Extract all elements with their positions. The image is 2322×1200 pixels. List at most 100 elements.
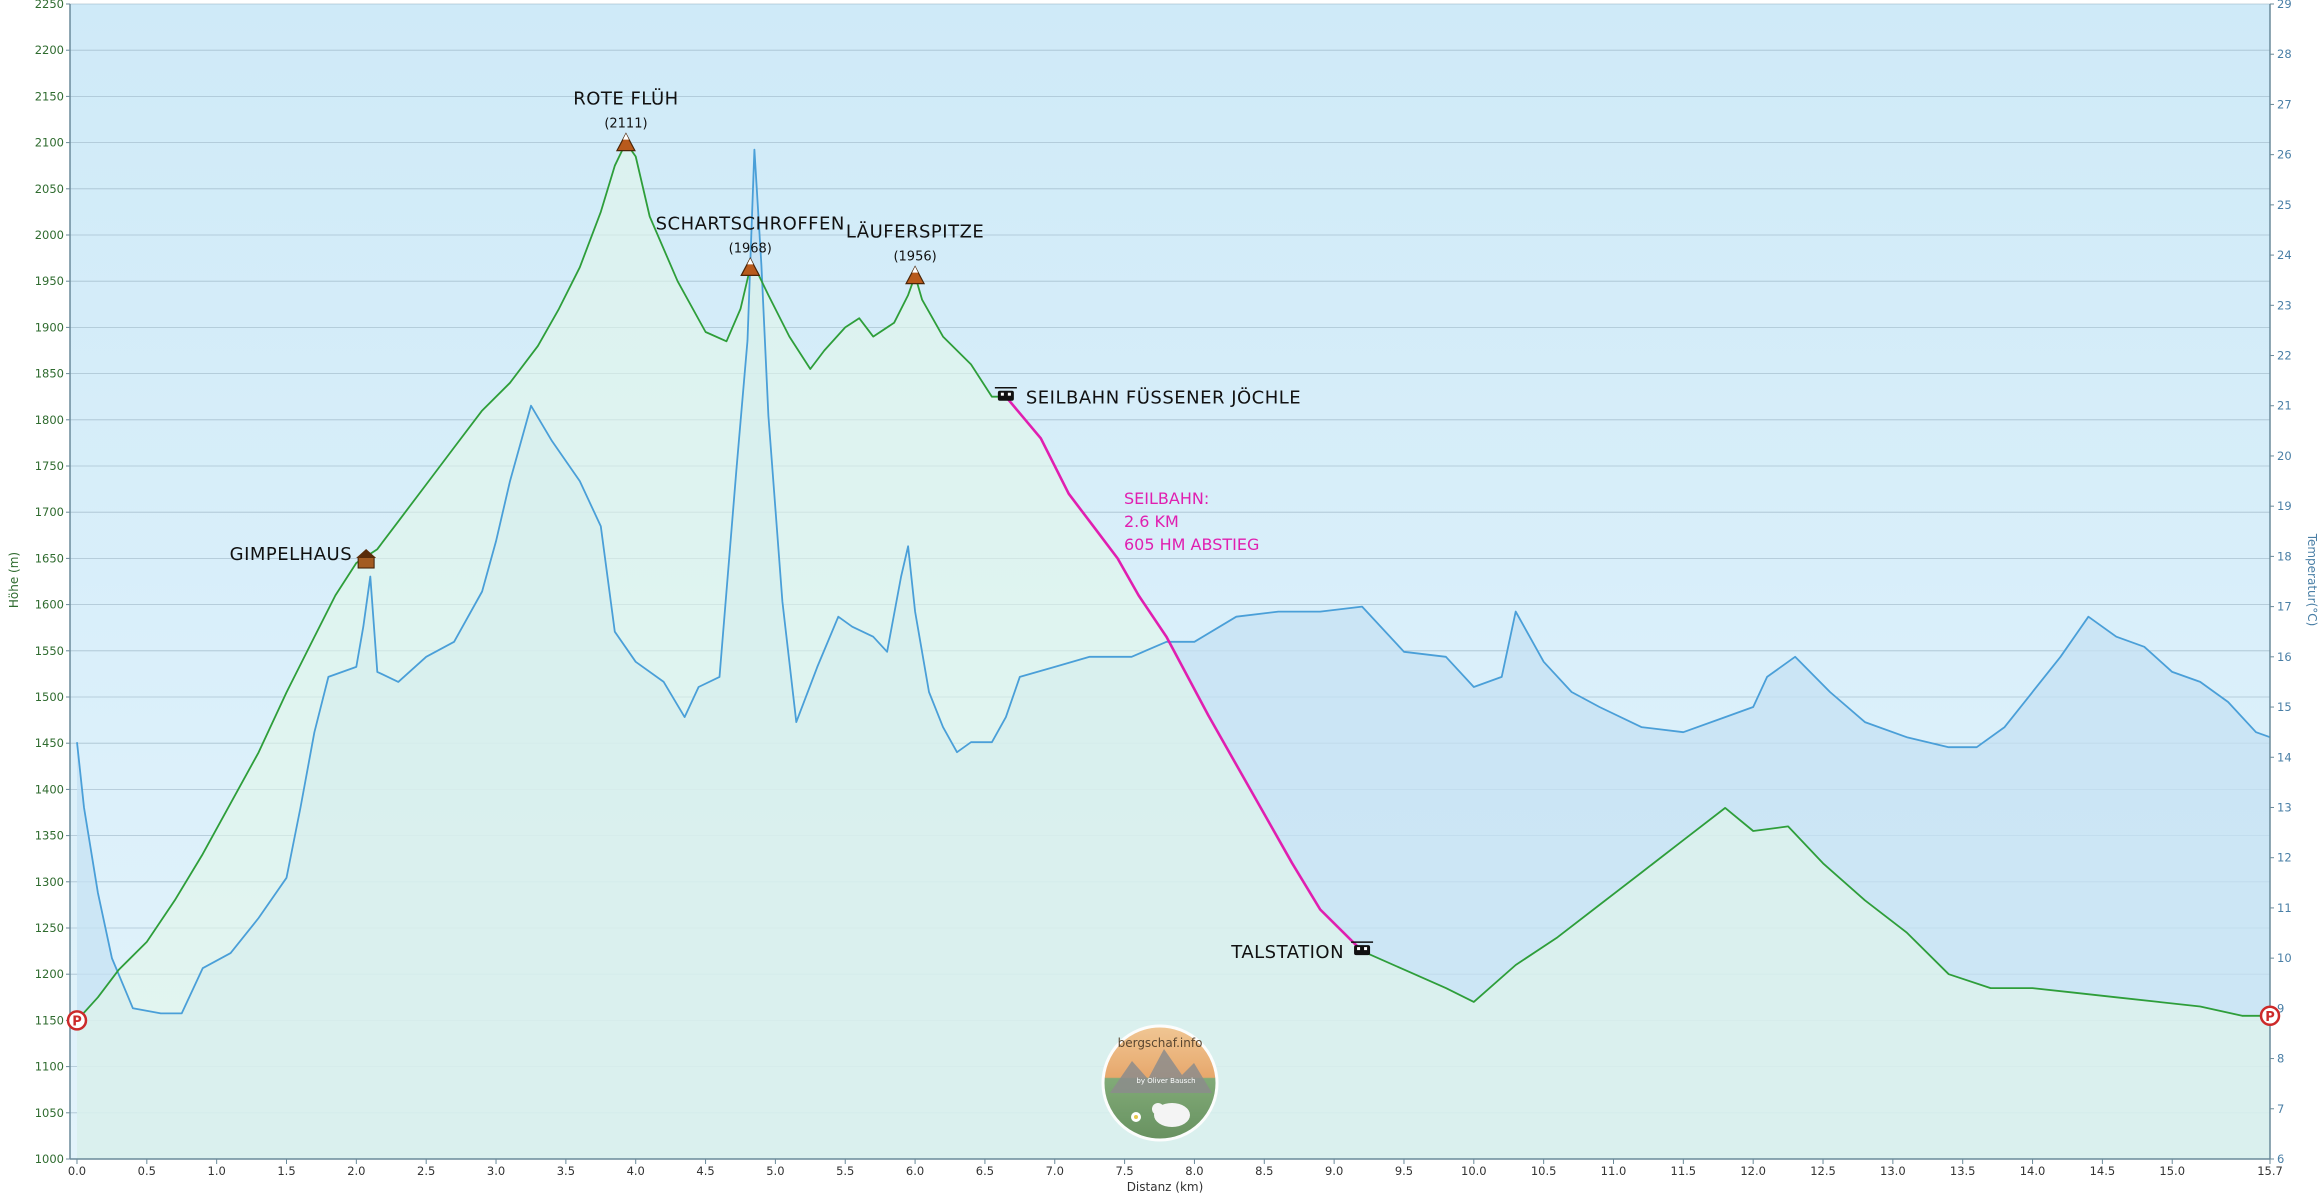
x-tick-label: 0.5 — [138, 1164, 156, 1178]
y-tick-label: 2050 — [35, 182, 64, 196]
parking-label: P — [2265, 1010, 2275, 1025]
parking-icon — [66, 1010, 88, 1031]
y-tick-label: 1500 — [35, 690, 64, 704]
peak-snow-icon — [912, 266, 919, 273]
x-tick-label: 15.7 — [2257, 1164, 2283, 1178]
peak-label: SCHARTSCHROFFEN — [656, 213, 845, 234]
cable-car-icon — [997, 390, 1014, 401]
x-tick-label: 10.5 — [1531, 1164, 1557, 1178]
y-tick-label: 1650 — [35, 551, 64, 565]
y2-tick-label: 26 — [2277, 148, 2292, 162]
x-tick-label: 11.0 — [1601, 1164, 1627, 1178]
y2-tick-label: 20 — [2277, 449, 2292, 463]
bergschaf-logo: bergschaf.info by Oliver Bausch — [1101, 1024, 1219, 1142]
x-tick-label: 4.5 — [696, 1164, 714, 1178]
y-tick-label: 1350 — [35, 829, 64, 843]
y2-tick-label: 11 — [2277, 901, 2292, 915]
y2-tick-label: 17 — [2277, 600, 2292, 614]
y-tick-label: 2000 — [35, 228, 64, 242]
hut-label: GIMPELHAUS — [230, 544, 353, 565]
x-tick-label: 6.5 — [976, 1164, 994, 1178]
x-tick-label: 4.0 — [627, 1164, 645, 1178]
y-tick-label: 1450 — [35, 736, 64, 750]
x-tick-label: 7.0 — [1046, 1164, 1064, 1178]
logo-text: bergschaf.info — [1118, 1036, 1203, 1050]
y-tick-label: 1550 — [35, 644, 64, 658]
x-tick-label: 2.0 — [347, 1164, 365, 1178]
y2-axis-title: Temperatur(°C) — [2305, 533, 2319, 627]
x-tick-label: 1.0 — [208, 1164, 226, 1178]
cable-window-icon — [1357, 947, 1361, 951]
x-tick-label: 3.5 — [557, 1164, 575, 1178]
cable-window-icon — [1007, 392, 1011, 396]
peak-label: LÄUFERSPITZE — [846, 222, 984, 243]
elevation-line-descent — [1361, 807, 2270, 1017]
x-axis-title: Distanz (km) — [1127, 1180, 1204, 1194]
hut-roof-icon — [356, 549, 377, 559]
x-tick-label: 13.5 — [1950, 1164, 1976, 1178]
y-tick-label: 1400 — [35, 782, 64, 796]
y2-tick-label: 16 — [2277, 650, 2292, 664]
y2-tick-label: 21 — [2277, 399, 2292, 413]
peak-elevation: (1968) — [729, 241, 772, 256]
peak-icon — [740, 257, 761, 276]
y-tick-label: 1200 — [35, 967, 64, 981]
y2-tick-label: 24 — [2277, 248, 2292, 262]
note-line-3: 605 HM ABSTIEG — [1124, 535, 1259, 554]
y-tick-label: 1000 — [35, 1152, 64, 1166]
peak-snow-icon — [747, 258, 754, 265]
y2-tick-label: 25 — [2277, 198, 2292, 212]
y-tick-label: 1250 — [35, 921, 64, 935]
y2-tick-label: 19 — [2277, 499, 2292, 513]
y2-axis-ticks: 6 7 8 9 10 11 12 13 14 15 16 17 18 19 20 21 22 23 24 25 26 27… — [2270, 0, 2292, 1166]
x-tick-label: 6.0 — [906, 1164, 924, 1178]
x-tick-label: 12.5 — [1810, 1164, 1836, 1178]
x-tick-label: 5.0 — [766, 1164, 784, 1178]
y-tick-label: 1900 — [35, 320, 64, 334]
cable-station-label: SEILBAHN FÜSSENER JÖCHLE — [1026, 387, 1301, 409]
peak-snow-icon — [622, 133, 629, 140]
x-tick-label: 7.5 — [1115, 1164, 1133, 1178]
y-tick-label: 1600 — [35, 598, 64, 612]
y2-tick-label: 7 — [2277, 1102, 2284, 1116]
y2-tick-label: 13 — [2277, 800, 2292, 814]
y2-tick-label: 22 — [2277, 349, 2292, 363]
y-tick-label: 1850 — [35, 367, 64, 381]
y2-tick-label: 6 — [2277, 1152, 2284, 1166]
x-tick-label: 10.0 — [1461, 1164, 1487, 1178]
hut-icon — [357, 556, 375, 569]
peak-icon — [615, 132, 636, 152]
x-tick-label: 11.5 — [1671, 1164, 1697, 1178]
x-tick-label: 12.0 — [1740, 1164, 1766, 1178]
x-tick-label: 13.0 — [1880, 1164, 1906, 1178]
x-tick-label: 14.0 — [2020, 1164, 2046, 1178]
y2-tick-label: 27 — [2277, 97, 2292, 111]
cable-car-note: SEILBAHN: 2.6 KM 605 HM ABSTIEG — [1124, 489, 1259, 554]
y2-tick-label: 8 — [2277, 1052, 2284, 1066]
y2-tick-label: 18 — [2277, 549, 2292, 563]
cable-window-icon — [1364, 947, 1368, 951]
y2-tick-label: 12 — [2277, 851, 2292, 865]
elevation-layer — [76, 141, 2271, 1160]
y-tick-label: 1050 — [35, 1106, 64, 1120]
y-tick-label: 1750 — [35, 459, 64, 473]
y-tick-label: 2250 — [35, 0, 64, 11]
x-tick-label: 3.0 — [487, 1164, 505, 1178]
x-tick-label: 15.0 — [2159, 1164, 2185, 1178]
y-tick-label: 1950 — [35, 274, 64, 288]
x-tick-label: 9.5 — [1395, 1164, 1413, 1178]
x-tick-label: 9.0 — [1325, 1164, 1343, 1178]
y2-tick-label: 15 — [2277, 700, 2292, 714]
x-tick-label: 2.5 — [417, 1164, 435, 1178]
y-tick-label: 1100 — [35, 1060, 64, 1074]
y-tick-label: 2100 — [35, 136, 64, 150]
y2-tick-label: 28 — [2277, 47, 2292, 61]
peak-label: ROTE FLÜH — [573, 88, 678, 110]
cable-car-line — [1004, 395, 1364, 953]
x-tick-label: 8.0 — [1185, 1164, 1203, 1178]
y-axis-title: Höhe (m) — [7, 552, 21, 608]
y-tick-label: 1300 — [35, 875, 64, 889]
y-tick-label: 1150 — [35, 1013, 64, 1027]
parking-icon — [2259, 1005, 2281, 1027]
